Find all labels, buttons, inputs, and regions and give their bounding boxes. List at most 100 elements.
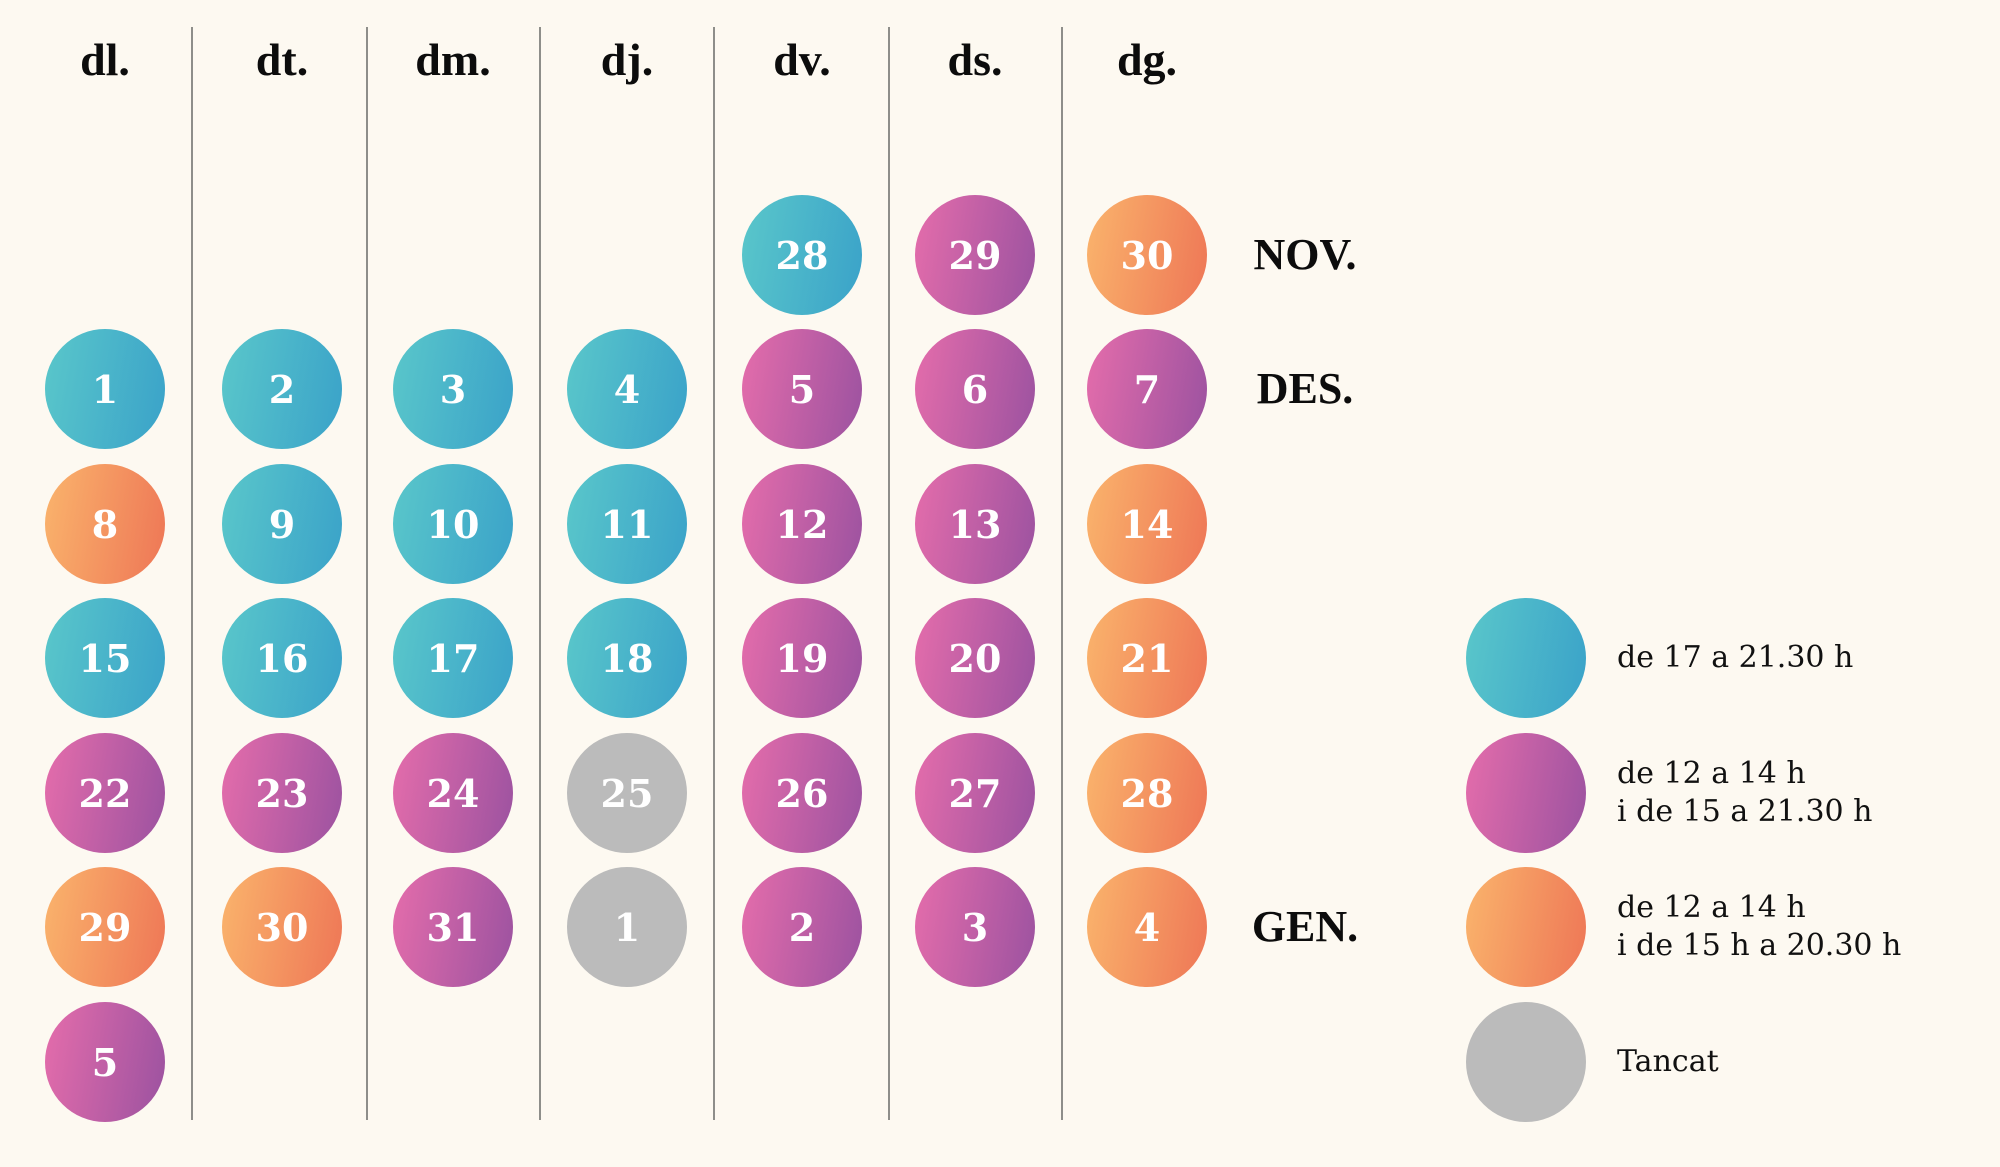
- day-number: 17: [426, 635, 480, 681]
- day-circle-pink: 12: [742, 464, 862, 584]
- day-circle-pink: 19: [742, 598, 862, 718]
- day-number: 6: [961, 366, 989, 412]
- day-header: dm.: [415, 34, 491, 85]
- day-number: 22: [78, 770, 132, 816]
- legend-item-teal: de 17 a 21.30 h: [1466, 598, 1986, 718]
- day-number: 26: [775, 770, 829, 816]
- day-number: 30: [255, 904, 309, 950]
- day-header: dl.: [80, 34, 130, 85]
- day-circle-grey: 1: [567, 867, 687, 987]
- legend-label-line: de 17 a 21.30 h: [1617, 640, 1854, 675]
- column-divider: [191, 27, 193, 1120]
- column-divider: [713, 27, 715, 1120]
- day-number: 27: [948, 770, 1002, 816]
- day-circle-orange: 14: [1087, 464, 1207, 584]
- day-number: 15: [78, 635, 132, 681]
- day-number: 16: [255, 635, 309, 681]
- day-number: 4: [613, 366, 641, 412]
- legend-swatch-icon: [1466, 1002, 1586, 1122]
- day-circle-teal: 28: [742, 195, 862, 315]
- day-circle-teal: 10: [393, 464, 513, 584]
- day-circle-pink: 5: [45, 1002, 165, 1122]
- day-circle-pink: 24: [393, 733, 513, 853]
- legend-label-line: de 12 a 14 h: [1617, 756, 1806, 791]
- day-header: dg.: [1116, 34, 1178, 85]
- legend-label-line: i de 15 a 21.30 h: [1617, 794, 1873, 829]
- day-circle-teal: 11: [567, 464, 687, 584]
- day-number: 11: [600, 501, 654, 547]
- column-divider: [366, 27, 368, 1120]
- legend-swatch-icon: [1466, 733, 1586, 853]
- day-circle-pink: 13: [915, 464, 1035, 584]
- day-header: dv.: [773, 34, 831, 85]
- day-number: 18: [600, 635, 654, 681]
- day-circle-orange: 30: [1087, 195, 1207, 315]
- day-header: ds.: [947, 34, 1003, 85]
- day-circle-pink: 27: [915, 733, 1035, 853]
- day-number: 3: [439, 366, 467, 412]
- day-circle-teal: 2: [222, 329, 342, 449]
- column-divider: [888, 27, 890, 1120]
- day-number: 1: [91, 366, 119, 412]
- day-circle-pink: 22: [45, 733, 165, 853]
- legend-label-line: Tancat: [1617, 1044, 1719, 1079]
- day-circle-pink: 31: [393, 867, 513, 987]
- day-circle-pink: 5: [742, 329, 862, 449]
- day-number: 23: [255, 770, 309, 816]
- day-number: 5: [788, 366, 816, 412]
- day-number: 28: [1120, 770, 1174, 816]
- month-label: GEN.: [1251, 902, 1359, 951]
- day-number: 8: [91, 501, 119, 547]
- day-number: 20: [948, 635, 1002, 681]
- day-number: 13: [948, 501, 1002, 547]
- day-circle-pink: 3: [915, 867, 1035, 987]
- day-circle-orange: 29: [45, 867, 165, 987]
- legend-swatch-icon: [1466, 867, 1586, 987]
- day-number: 21: [1120, 635, 1174, 681]
- day-circle-grey: 25: [567, 733, 687, 853]
- day-number: 25: [600, 770, 654, 816]
- month-label: NOV.: [1253, 230, 1357, 279]
- day-circle-teal: 18: [567, 598, 687, 718]
- day-circle-teal: 3: [393, 329, 513, 449]
- column-divider: [1061, 27, 1063, 1120]
- day-circle-orange: 4: [1087, 867, 1207, 987]
- day-number: 7: [1133, 366, 1161, 412]
- day-number: 12: [775, 501, 829, 547]
- day-circle-teal: 16: [222, 598, 342, 718]
- day-number: 29: [78, 904, 132, 950]
- day-circle-teal: 17: [393, 598, 513, 718]
- day-number: 3: [961, 904, 989, 950]
- day-header: dt.: [255, 34, 309, 85]
- month-label: DES.: [1256, 364, 1354, 413]
- day-number: 1: [613, 904, 641, 950]
- day-circle-orange: 30: [222, 867, 342, 987]
- day-header: dj.: [600, 34, 654, 85]
- legend-item-grey: Tancat: [1466, 1002, 1986, 1122]
- day-circle-teal: 15: [45, 598, 165, 718]
- legend-label: Tancat: [1617, 1043, 1719, 1081]
- legend-label: de 17 a 21.30 h: [1617, 639, 1853, 677]
- day-number: 9: [268, 501, 296, 547]
- day-number: 29: [948, 232, 1002, 278]
- day-circle-pink: 20: [915, 598, 1035, 718]
- day-number: 5: [91, 1039, 119, 1085]
- legend-label-line: de 12 a 14 h: [1617, 890, 1806, 925]
- day-circle-orange: 28: [1087, 733, 1207, 853]
- day-circle-pink: 2: [742, 867, 862, 987]
- day-number: 2: [268, 366, 296, 412]
- day-number: 14: [1120, 501, 1174, 547]
- day-number: 4: [1133, 904, 1161, 950]
- day-number: 30: [1120, 232, 1174, 278]
- day-circle-orange: 8: [45, 464, 165, 584]
- day-number: 19: [775, 635, 829, 681]
- day-circle-teal: 9: [222, 464, 342, 584]
- day-circle-teal: 4: [567, 329, 687, 449]
- legend-label-line: i de 15 h a 20.30 h: [1617, 928, 1902, 963]
- day-number: 24: [426, 770, 480, 816]
- day-number: 31: [426, 904, 480, 950]
- day-circle-pink: 26: [742, 733, 862, 853]
